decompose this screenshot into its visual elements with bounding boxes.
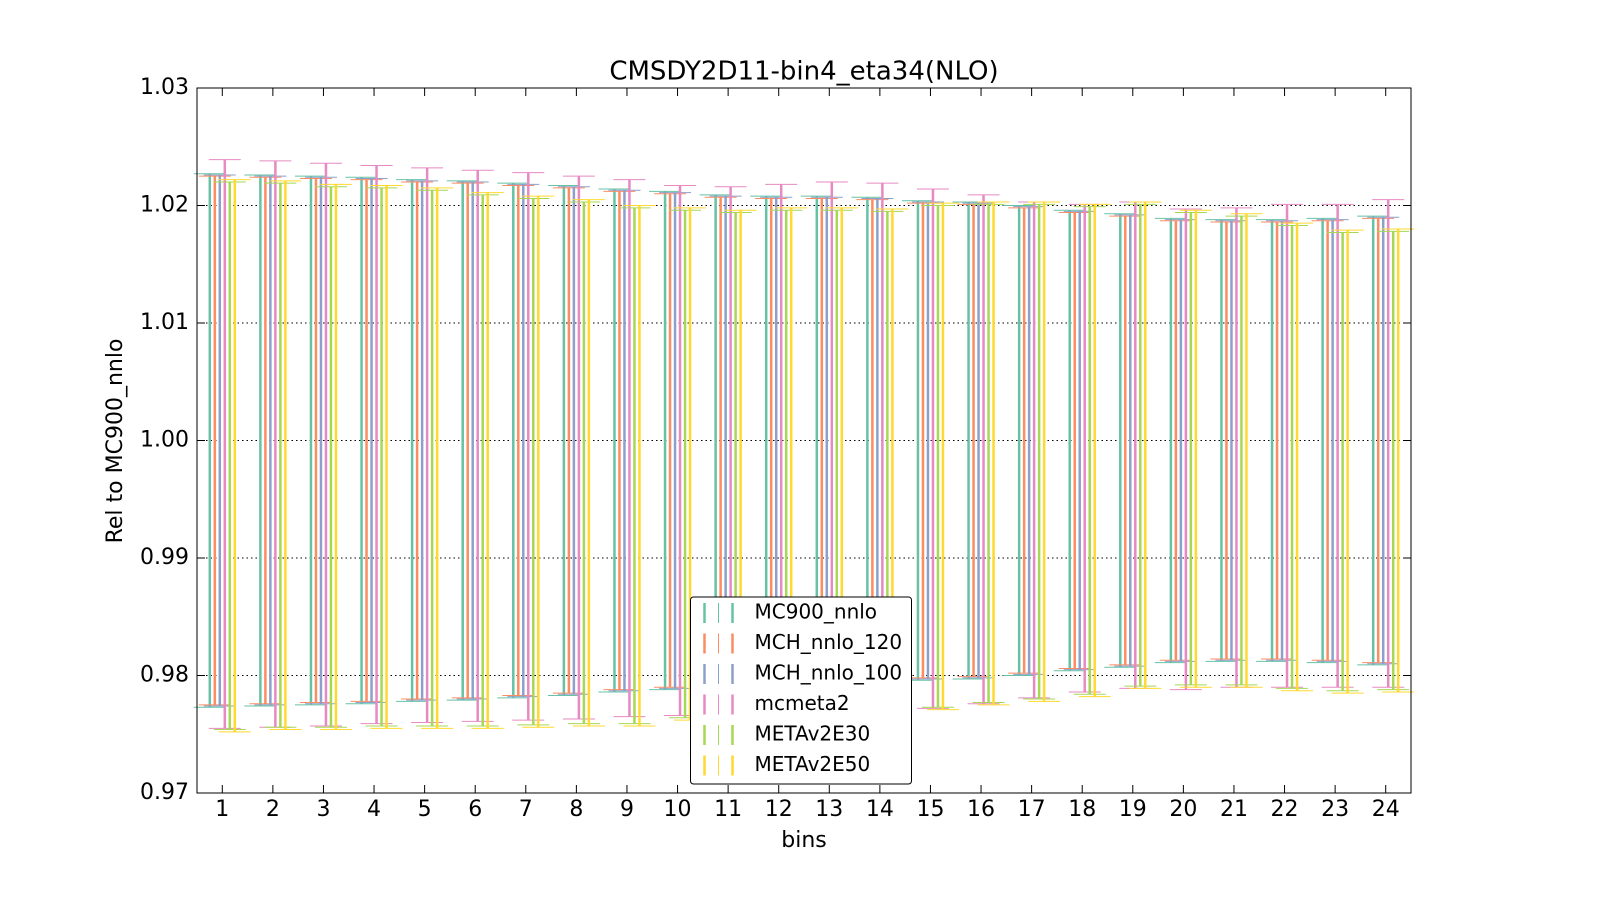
legend: MC900_nnlo MCH_nnlo_120 MCH_nnlo_100mcmeta… xyxy=(690,596,912,785)
x-tick-label: 20 xyxy=(1169,797,1197,822)
x-tick-label: 11 xyxy=(714,797,742,822)
x-tick-label: 7 xyxy=(519,797,533,822)
y-tick-label: 0.99 xyxy=(140,545,189,570)
x-tick-label: 2 xyxy=(266,797,280,822)
x-tick-label: 13 xyxy=(815,797,843,822)
x-tick-label: 15 xyxy=(916,797,944,822)
x-tick-label: 17 xyxy=(1018,797,1046,822)
x-tick-label: 3 xyxy=(316,797,330,822)
x-tick-label: 1 xyxy=(215,797,229,822)
legend-label: METAv2E50 xyxy=(755,752,871,776)
x-tick-label: 9 xyxy=(620,797,634,822)
legend-label: METAv2E30 xyxy=(755,722,871,746)
x-tick-label: 21 xyxy=(1220,797,1248,822)
x-tick-label: 16 xyxy=(967,797,995,822)
plot-frame xyxy=(196,87,1412,794)
y-tick-label: 0.98 xyxy=(140,663,189,688)
y-tick-label: 1.03 xyxy=(140,75,189,100)
x-tick-label: 18 xyxy=(1068,797,1096,822)
y-tick-label: 0.97 xyxy=(140,780,189,805)
x-tick-label: 12 xyxy=(765,797,793,822)
x-axis-label: bins xyxy=(781,828,826,853)
legend-label: MCH_nnlo_100 xyxy=(755,661,903,685)
x-tick-label: 14 xyxy=(866,797,894,822)
series xyxy=(213,181,1410,731)
x-tick-label: 23 xyxy=(1321,797,1349,822)
y-tick-label: 1.01 xyxy=(140,310,189,335)
x-tick-label: 5 xyxy=(418,797,432,822)
series xyxy=(193,173,1390,708)
legend-label: MC900_nnlo xyxy=(755,600,878,624)
y-axis-label: Rel to MC900_nnlo xyxy=(103,339,128,544)
x-tick-label: 22 xyxy=(1271,797,1299,822)
legend-label: mcmeta2 xyxy=(755,691,850,715)
x-tick-label: 6 xyxy=(468,797,482,822)
y-tick-label: 1.00 xyxy=(140,428,189,453)
legend-label: MCH_nnlo_120 xyxy=(755,630,903,654)
x-tick-label: 10 xyxy=(664,797,692,822)
x-tick-label: 8 xyxy=(569,797,583,822)
x-tick-label: 19 xyxy=(1119,797,1147,822)
x-tick-label: 4 xyxy=(367,797,381,822)
chart-title: CMSDY2D11-bin4_eta34(NLO) xyxy=(609,57,998,87)
x-tick-label: 24 xyxy=(1372,797,1400,822)
y-tick-label: 1.02 xyxy=(140,193,189,218)
legend-box xyxy=(690,596,912,785)
